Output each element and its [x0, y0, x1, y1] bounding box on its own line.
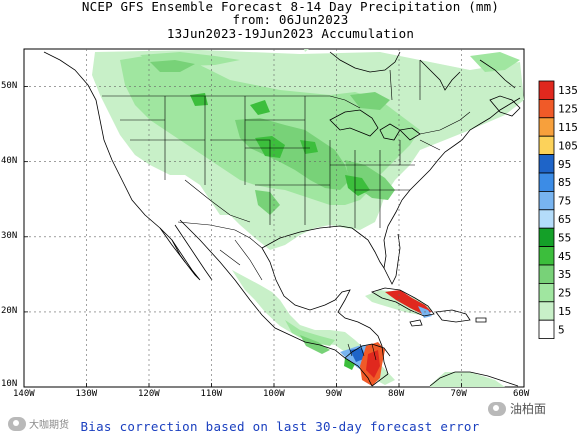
- legend-label: 55: [558, 231, 571, 244]
- lon-label: 60W: [513, 389, 530, 399]
- legend-label: 105: [558, 139, 578, 152]
- legend-label: 135: [558, 84, 578, 97]
- political-borders: [102, 60, 471, 361]
- lat-label: 40N: [1, 155, 18, 166]
- watermark-left: 大咖期货: [8, 416, 69, 431]
- coastlines: [43, 51, 521, 387]
- axis-ticks: [23, 86, 525, 388]
- lon-label: 70W: [450, 389, 467, 399]
- color-legend: 135 125 115 105 95 85 75 65 55 45 35 25 15 5: [538, 80, 578, 340]
- lat-label: 50N: [1, 80, 18, 91]
- legend-swatch: [538, 135, 555, 155]
- legend-swatch: [538, 264, 555, 284]
- lat-label: 30N: [1, 230, 18, 241]
- legend-swatch: [538, 301, 555, 321]
- lon-label: 90W: [325, 389, 342, 399]
- legend-swatch: [538, 319, 555, 340]
- lat-label: 20N: [1, 305, 18, 316]
- watermark-left-text: 大咖期货: [29, 420, 69, 431]
- graticule: [24, 49, 524, 387]
- legend-label: 15: [558, 305, 571, 318]
- legend-swatch: [538, 80, 555, 100]
- wechat-logo-icon: [488, 401, 506, 416]
- lat-label: 10N: [1, 379, 18, 389]
- precip-shading-heavy: [340, 290, 432, 386]
- legend-label: 75: [558, 195, 571, 208]
- legend-swatch: [538, 190, 555, 211]
- legend-swatch: [538, 246, 555, 266]
- chart-subtitle-init-date: from: 06Jun2023: [232, 12, 349, 27]
- watermark-right: 油柏面: [488, 400, 546, 417]
- legend-label: 95: [558, 158, 571, 171]
- legend-label: 35: [558, 268, 571, 281]
- legend-swatch: [538, 282, 555, 303]
- legend-label: 115: [558, 121, 578, 134]
- lon-label: 110W: [200, 389, 223, 399]
- lon-label: 100W: [263, 389, 285, 399]
- legend-swatch: [538, 209, 555, 229]
- lon-label: 130W: [75, 389, 98, 399]
- legend-label: 5: [558, 323, 565, 336]
- watermark-right-text: 油柏面: [510, 402, 547, 416]
- chart-title: NCEP GFS Ensemble Forecast 8-14 Day Prec…: [81, 0, 500, 14]
- legend-swatch: [538, 172, 555, 192]
- legend-label: 125: [558, 103, 578, 116]
- legend-label: 85: [558, 176, 571, 189]
- legend-swatch: [538, 117, 555, 137]
- lon-label: 120W: [138, 389, 160, 399]
- legend-swatch: [538, 227, 555, 247]
- legend-swatch: [538, 99, 555, 119]
- lon-label: 140W: [13, 389, 35, 399]
- chart-subtitle-period: 13Jun2023-19Jun2023 Accumulation: [166, 26, 415, 41]
- legend-label: 25: [558, 287, 571, 300]
- legend-label: 45: [558, 250, 571, 263]
- legend-label: 65: [558, 213, 571, 226]
- bias-correction-note: Bias correction based on last 30-day for…: [80, 419, 480, 434]
- lon-label: 80W: [388, 389, 405, 399]
- watermark-logo-icon: [8, 416, 26, 431]
- legend-swatch: [538, 154, 555, 174]
- map-content: [24, 49, 524, 387]
